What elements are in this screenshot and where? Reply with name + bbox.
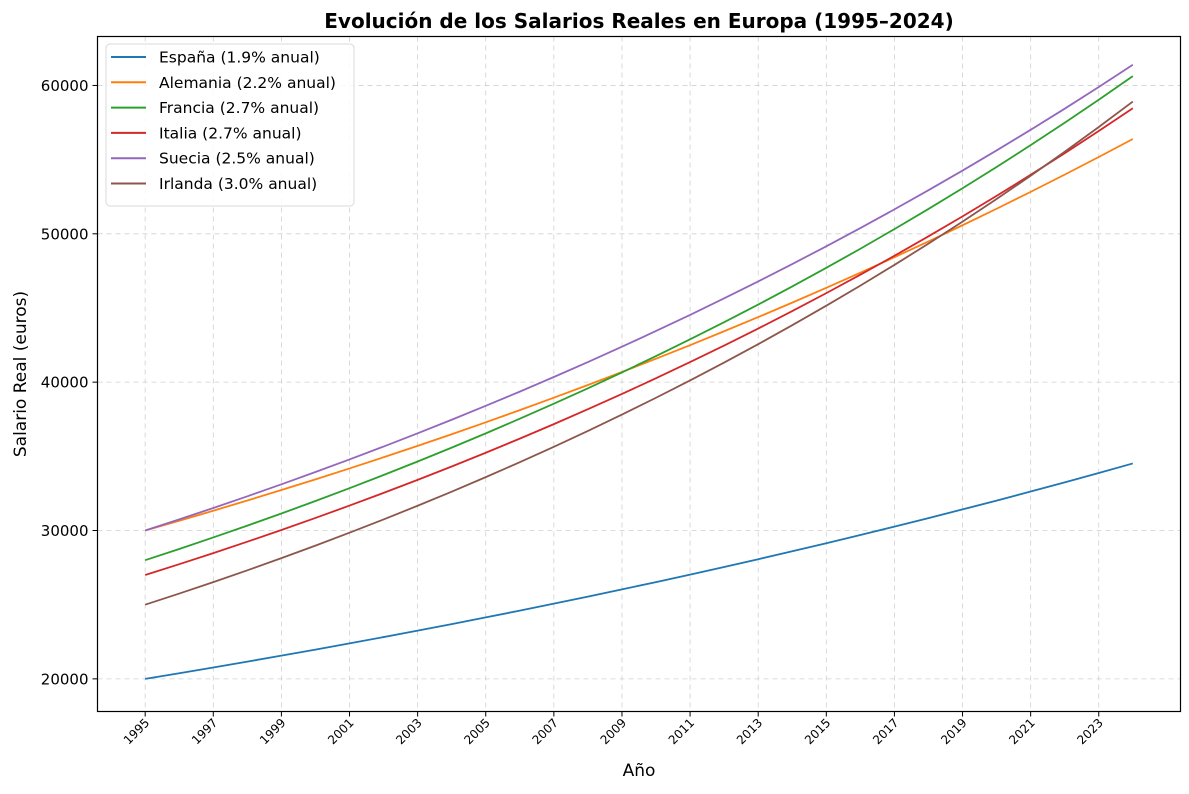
legend: España (1.9% anual) Alemania (2.2% anual)… [105,43,355,207]
x-tick-label: 2021 [1006,716,1037,747]
y-tick-label: 40000 [41,374,89,392]
legend-label: España (1.9% anual) [159,49,320,67]
legend-label: Suecia (2.5% anual) [159,150,315,168]
x-tick-label: 1999 [257,716,288,747]
legend-label: Italia (2.7% anual) [159,124,302,142]
y-axis-ticks: 20000 30000 40000 50000 60000 [41,77,98,688]
x-tick-label: 2017 [870,716,901,747]
x-tick-label: 1995 [121,716,152,747]
x-tick-label: 2023 [1074,716,1105,747]
plot-frame [96,35,1182,713]
x-tick-label: 2005 [461,716,492,747]
series-line-1 [144,138,1134,532]
x-tick-label: 2019 [938,716,969,747]
y-tick-label: 20000 [41,670,89,688]
legend-label: Francia (2.7% anual) [159,99,319,117]
x-tick-label: 2011 [666,716,697,747]
x-tick-label: 2003 [393,716,424,747]
series-line-2 [144,75,1134,562]
x-tick-label: 2007 [529,716,560,747]
x-tick-label: 2015 [802,716,833,747]
legend-label: Alemania (2.2% anual) [159,74,336,92]
x-tick-label: 2001 [325,716,356,747]
x-tick-label: 2013 [734,716,765,747]
series-lines [144,64,1134,680]
chart-title: Evolución de los Salarios Reales en Euro… [324,9,953,33]
series-line-0 [145,462,1134,680]
series-line-5 [144,100,1134,606]
series-line-3 [144,107,1134,576]
y-tick-label: 30000 [41,522,89,540]
series-line-4 [144,64,1134,532]
x-tick-label: 2009 [598,716,629,747]
x-tick-label: 1997 [189,716,220,747]
legend-box [105,43,355,207]
x-axis-ticks: 1995 1997 1999 2001 2003 2005 2007 2009 2011 2013… [121,711,1106,747]
y-axis-label: Salario Real (euros) [11,291,31,457]
legend-label: Irlanda (3.0% anual) [159,175,317,193]
y-tick-label: 50000 [41,225,89,243]
gridlines [97,36,1181,712]
y-tick-label: 60000 [41,77,89,95]
x-axis-label: Año [623,761,656,781]
